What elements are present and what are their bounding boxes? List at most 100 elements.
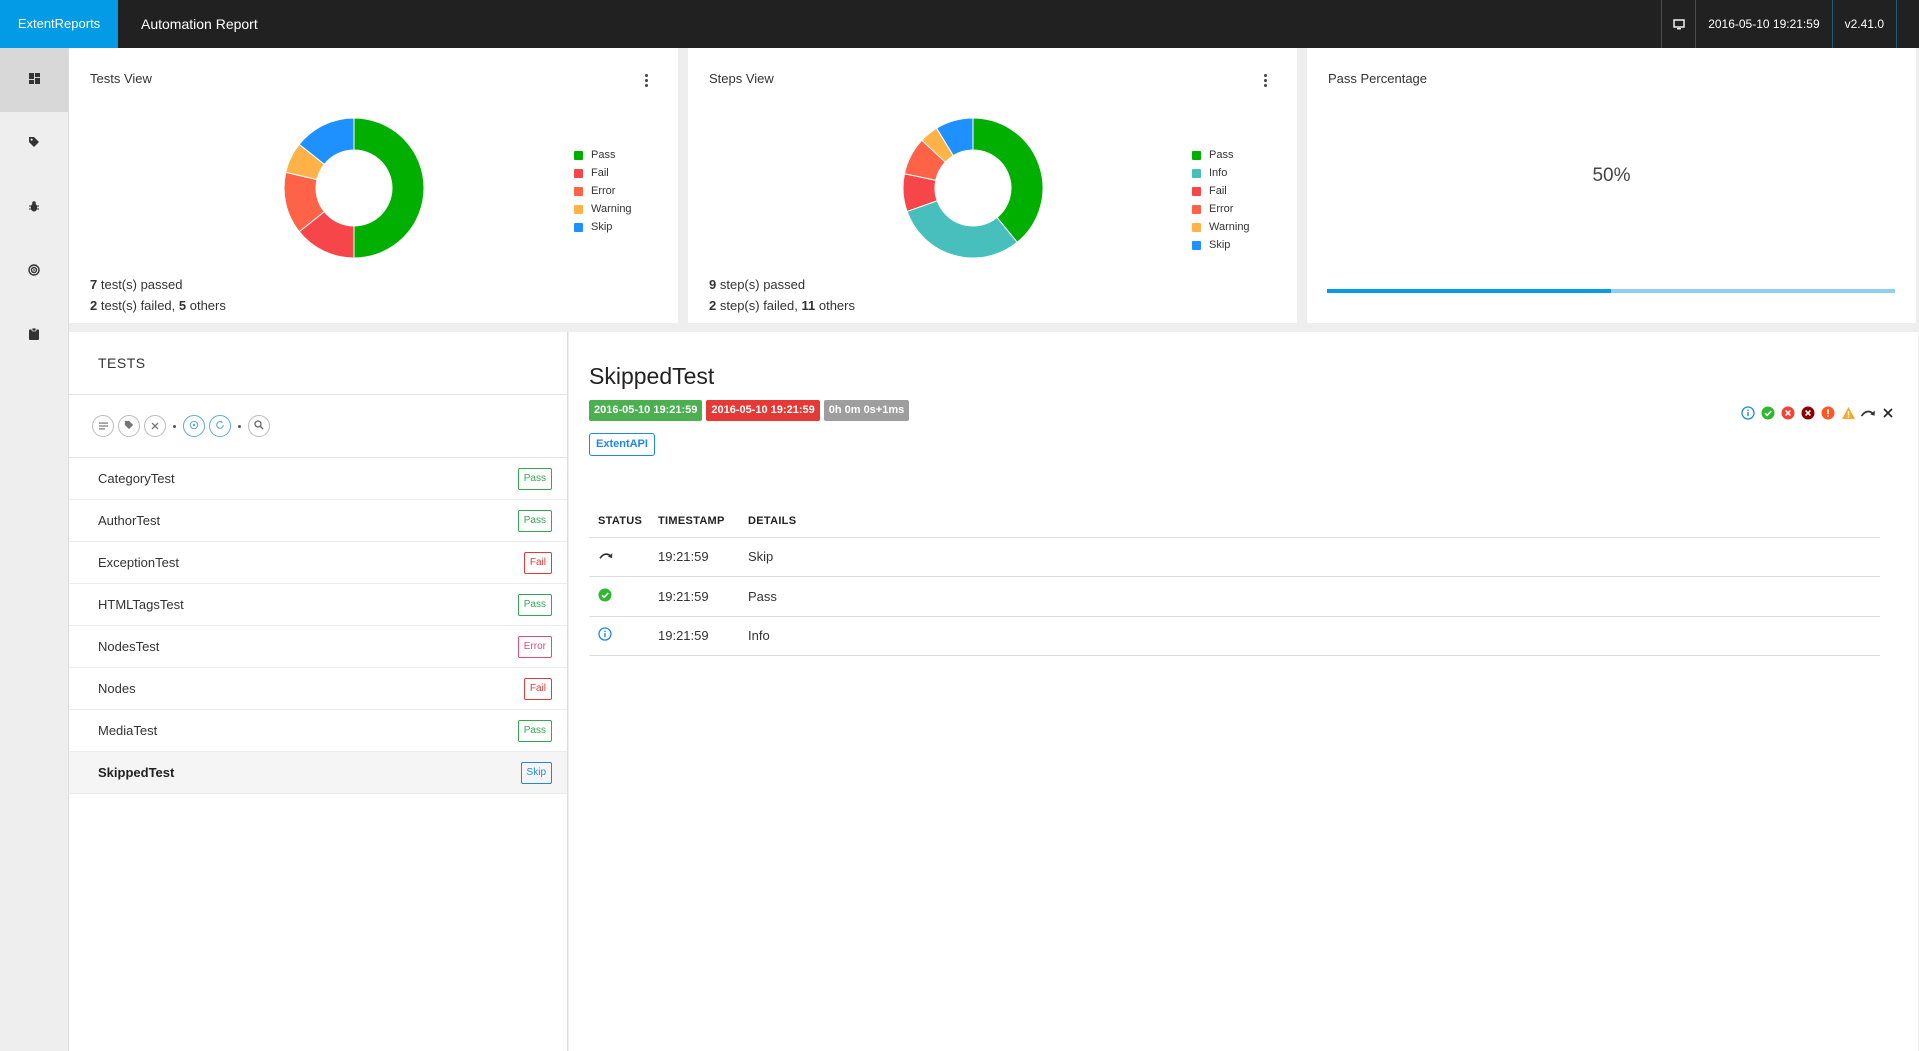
skip-icon[interactable]	[1860, 405, 1876, 421]
report-name: Automation Report	[141, 16, 258, 32]
steps-summary: 9 step(s) passed 2 step(s) failed, 11 ot…	[709, 277, 855, 313]
column-details: DETAILS	[739, 505, 1880, 538]
test-name: Nodes	[98, 681, 136, 696]
report-version: v2.41.0	[1831, 0, 1897, 48]
test-detail-panel: SkippedTest 2016-05-10 19:21:59 2016-05-…	[569, 332, 1918, 1051]
legend-swatch	[1192, 222, 1201, 232]
log-details: Info	[739, 616, 1880, 656]
log-timestamp: 19:21:59	[649, 616, 739, 656]
donut-slice-skip[interactable]	[298, 118, 355, 166]
info-icon	[598, 627, 612, 644]
legend-label: Warning	[1209, 221, 1250, 233]
donut-slice-pass[interactable]	[353, 118, 424, 258]
clear-filters-button[interactable]	[144, 415, 166, 437]
card-title: Tests View	[90, 71, 152, 86]
test-list: CategoryTest Pass AuthorTest Pass ExceptionT…	[69, 458, 567, 794]
sidebar-item-timeline[interactable]	[0, 240, 68, 304]
close-icon[interactable]	[1880, 405, 1896, 421]
legend-swatch	[1192, 150, 1201, 160]
separator-dot	[173, 424, 176, 428]
legend-swatch	[574, 168, 583, 178]
card-title: Pass Percentage	[1328, 71, 1428, 86]
close-icon	[151, 417, 159, 435]
steps-donut-chart	[903, 118, 1043, 258]
status-badge: Skip	[520, 761, 552, 784]
test-row[interactable]: Nodes Fail	[69, 668, 567, 710]
test-row[interactable]: CategoryTest Pass	[69, 458, 567, 500]
radar-icon	[28, 263, 40, 281]
fatal-icon[interactable]	[1800, 405, 1816, 421]
pass-percentage-bar-fill	[1327, 289, 1611, 293]
filter-status-button[interactable]	[92, 415, 114, 437]
legend-label: Warning	[591, 203, 632, 215]
pass-icon[interactable]	[1760, 405, 1776, 421]
log-details: Pass	[739, 576, 1880, 617]
tests-header: TESTS	[69, 332, 567, 395]
legend-item: Pass	[1192, 146, 1250, 164]
donut-slice-info[interactable]	[906, 200, 1018, 258]
column-timestamp: TIMESTAMP	[649, 505, 739, 538]
test-title: SkippedTest	[589, 363, 715, 389]
tag-icon	[28, 135, 40, 153]
legend-swatch	[574, 222, 583, 232]
sidebar-item-dashboard[interactable]	[0, 48, 68, 112]
category-badge[interactable]: ExtentAPI	[589, 433, 655, 456]
more-vert-icon[interactable]	[640, 72, 652, 88]
test-row[interactable]: MediaTest Pass	[69, 710, 567, 752]
filter-category-button[interactable]	[118, 415, 140, 437]
pass-percentage-card: Pass Percentage 50%	[1307, 48, 1916, 323]
list-icon	[98, 417, 108, 435]
legend-label: Fail	[591, 167, 609, 179]
sidebar-item-categories[interactable]	[0, 112, 68, 176]
legend-label: Error	[591, 185, 616, 197]
legend-item: Info	[1192, 164, 1250, 182]
search-button[interactable]	[248, 415, 270, 437]
test-row[interactable]: AuthorTest Pass	[69, 500, 567, 542]
fail-icon[interactable]	[1780, 405, 1796, 421]
test-row[interactable]: SkippedTest Skip	[69, 752, 567, 794]
pass-percentage-value: 50%	[1592, 165, 1631, 186]
test-name: SkippedTest	[98, 765, 175, 780]
test-row[interactable]: ExceptionTest Fail	[69, 542, 567, 584]
start-time-label: 2016-05-10 19:21:59	[589, 400, 703, 421]
legend-swatch	[1192, 204, 1201, 214]
legend-label: Error	[1209, 203, 1234, 215]
sidebar-item-testrunner-logs[interactable]	[0, 304, 68, 368]
tests-donut-chart	[284, 118, 424, 258]
status-badge: Pass	[517, 467, 552, 490]
card-title: Steps View	[709, 71, 774, 86]
info-icon[interactable]	[1740, 405, 1756, 421]
duration-label: 0h 0m 0s+1ms	[823, 400, 910, 421]
navbar-right: 2016-05-10 19:21:59 v2.41.0	[1661, 0, 1919, 48]
log-row: 19:21:59 Pass	[589, 576, 1880, 617]
test-filters	[69, 395, 567, 458]
legend-label: Fail	[1209, 185, 1227, 197]
desktop-icon	[1661, 0, 1695, 48]
warning-icon[interactable]	[1840, 405, 1856, 421]
test-row[interactable]: NodesTest Error	[69, 626, 567, 668]
brand-logo[interactable]: ExtentReports	[0, 0, 118, 48]
toggle-view-button[interactable]	[183, 415, 205, 437]
log-status	[589, 576, 649, 617]
legend-label: Skip	[1209, 239, 1231, 251]
more-vert-icon[interactable]	[1259, 72, 1271, 88]
legend-label: Skip	[591, 221, 613, 233]
test-time-tags: 2016-05-10 19:21:59 2016-05-10 19:21:59 …	[589, 400, 910, 421]
sidebar-item-exceptions[interactable]	[0, 176, 68, 240]
radar-icon	[189, 417, 199, 435]
donut-slice-skip[interactable]	[935, 118, 974, 157]
clipboard-icon	[29, 327, 39, 345]
donut-slice-pass[interactable]	[972, 118, 1043, 244]
separator-dot	[238, 424, 241, 428]
refresh-button[interactable]	[209, 415, 231, 437]
log-row: 19:21:59 Info	[589, 616, 1880, 656]
skip-arrow-icon	[598, 549, 614, 564]
end-time-label: 2016-05-10 19:21:59	[706, 400, 820, 421]
test-row[interactable]: HTMLTagsTest Pass	[69, 584, 567, 626]
legend-swatch	[1192, 240, 1201, 250]
test-name: ExceptionTest	[98, 555, 179, 570]
status-badge: Fail	[523, 677, 552, 700]
error-icon[interactable]	[1820, 405, 1836, 421]
legend-swatch	[574, 204, 583, 214]
legend-label: Info	[1209, 167, 1228, 179]
